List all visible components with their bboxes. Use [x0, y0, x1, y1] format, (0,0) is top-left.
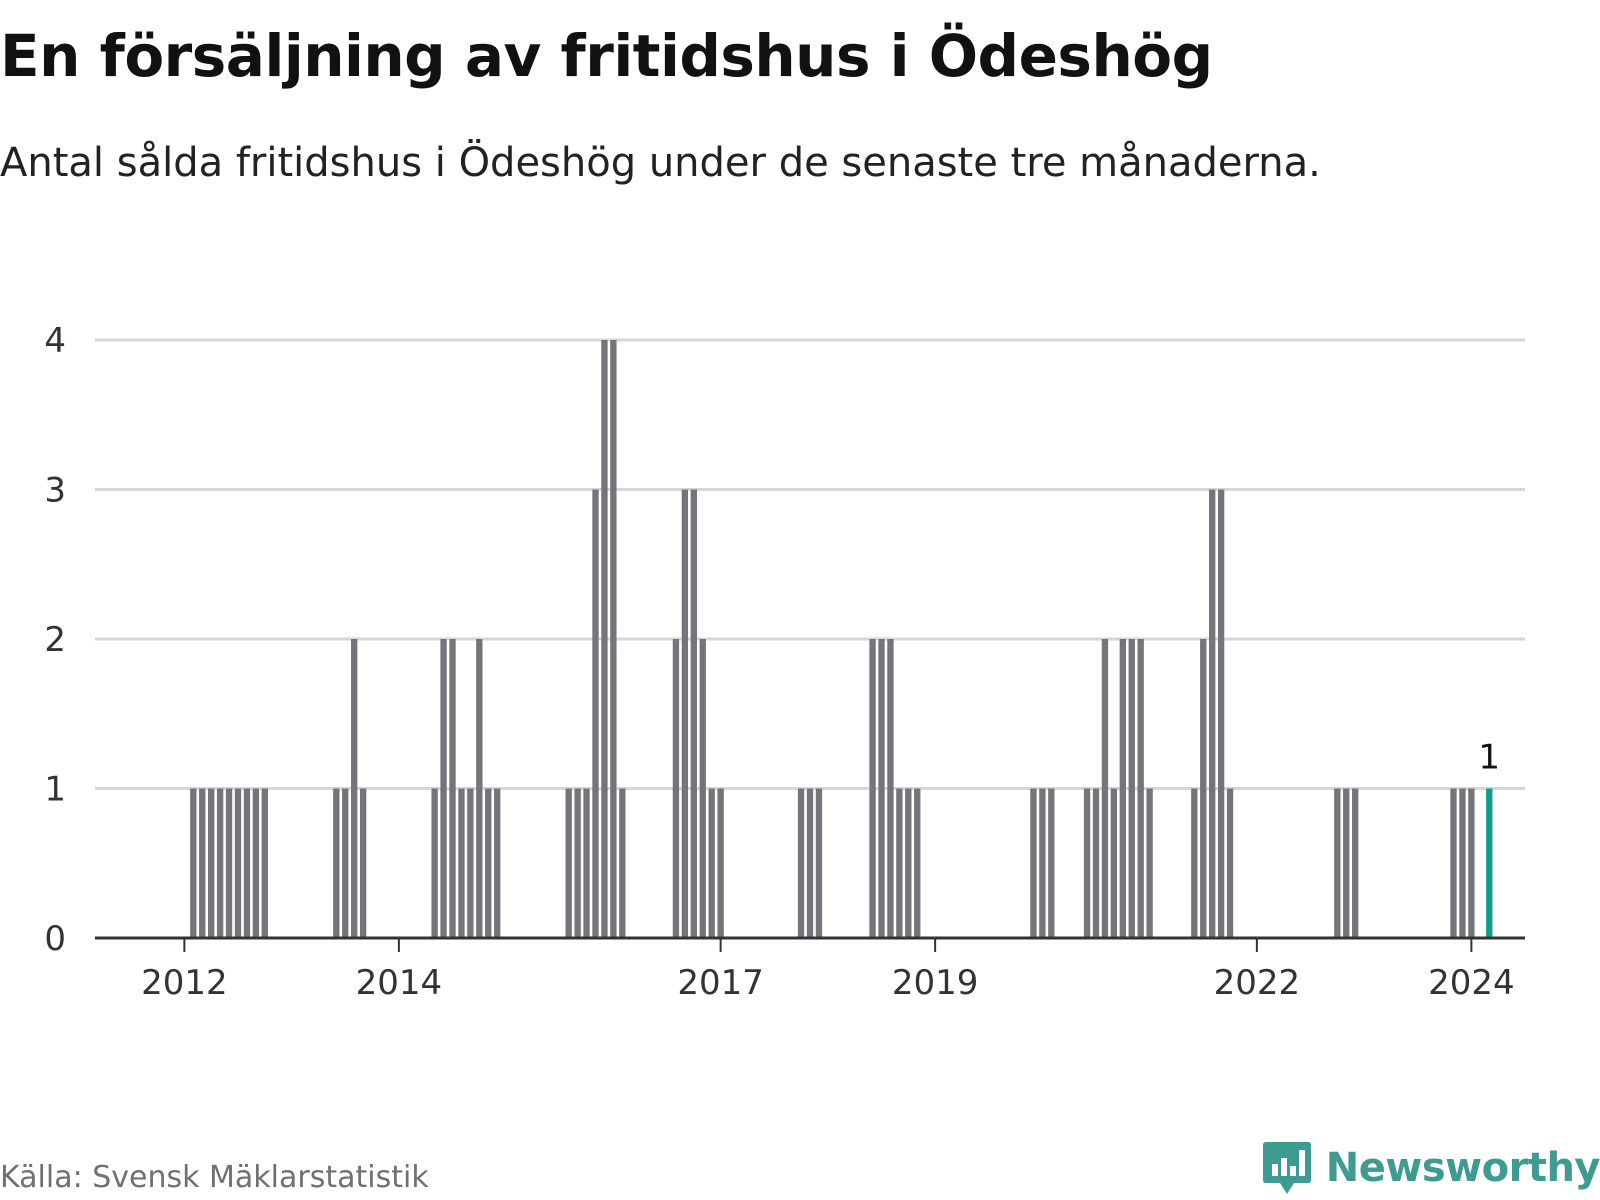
bar: [431, 788, 438, 938]
bar: [234, 788, 242, 938]
bar: [208, 788, 215, 938]
x-tick-label: 2012: [141, 963, 228, 1003]
bar: [583, 788, 590, 938]
bar: [592, 489, 599, 938]
chart-subtitle: Antal sålda fritidshus i Ödeshög under d…: [0, 140, 1321, 186]
x-tick-label: 2014: [356, 963, 443, 1003]
bar-highlight: [1486, 788, 1493, 938]
bar: [1200, 639, 1207, 938]
y-tick-label: 4: [44, 321, 66, 361]
source-note: Källa: Svensk Mäklarstatistik: [0, 1160, 429, 1195]
bar: [699, 639, 706, 938]
bar: [1217, 489, 1225, 938]
bar: [1343, 788, 1350, 938]
bar: [1048, 788, 1055, 938]
bar: [565, 788, 572, 938]
bar: [1137, 639, 1144, 938]
bar: [681, 489, 689, 938]
newsworthy-logo-icon: [1262, 1142, 1311, 1194]
bar: [225, 788, 233, 938]
bar: [1110, 788, 1118, 938]
bar: [1039, 788, 1046, 938]
bar: [1209, 489, 1216, 938]
bar: [467, 788, 474, 938]
chart-title: En försäljning av fritidshus i Ödeshög: [0, 22, 1213, 90]
bar: [1226, 788, 1234, 938]
bar: [485, 788, 492, 938]
bar: [440, 639, 447, 938]
bar: [1459, 788, 1466, 938]
bar: [905, 788, 912, 938]
bar: [708, 788, 715, 938]
bar: [342, 788, 349, 938]
bar: [261, 788, 268, 938]
bar: [869, 639, 876, 938]
x-axis: 2012 2014 2017 2019 2022 2024: [95, 936, 1525, 1003]
bar: [190, 788, 197, 938]
bar: [252, 788, 260, 938]
bars: [190, 340, 1493, 938]
bar: [896, 788, 903, 938]
bar: [610, 340, 617, 938]
y-tick-label: 0: [44, 919, 66, 959]
bar: [243, 788, 251, 938]
bar: [1191, 788, 1198, 938]
data-labels: 1: [1478, 738, 1500, 778]
brand-name: Newsworthy: [1325, 1145, 1600, 1191]
bar: [619, 788, 626, 938]
y-tick-label: 2: [44, 620, 66, 660]
x-tick-label: 2019: [892, 963, 979, 1003]
x-tick-label: 2022: [1214, 963, 1301, 1003]
data-label-highlight: 1: [1478, 738, 1500, 778]
bar: [797, 788, 805, 938]
bar: [449, 639, 456, 938]
bar: [199, 788, 206, 938]
bar: [815, 788, 823, 938]
bar-chart: 0 1 2 3 4 2012 2014 2017 2019 2022 2024 1: [44, 321, 1525, 1003]
bar: [690, 489, 697, 938]
bar: [1146, 788, 1153, 938]
bar: [717, 788, 724, 938]
bar: [574, 788, 581, 938]
bar: [333, 788, 340, 938]
x-tick-label: 2017: [677, 963, 764, 1003]
bar: [1352, 788, 1359, 938]
bar: [216, 788, 224, 938]
y-tick-label: 3: [44, 471, 66, 511]
bar: [351, 639, 358, 938]
y-tick-label: 1: [44, 770, 66, 810]
bar: [1101, 639, 1109, 938]
bar: [458, 788, 465, 938]
x-tick-label: 2024: [1428, 963, 1515, 1003]
bar: [1092, 788, 1100, 938]
bar: [672, 639, 680, 938]
gridlines: [95, 338, 1525, 790]
bar: [494, 788, 501, 938]
bar: [1450, 788, 1457, 938]
bar: [878, 639, 885, 938]
bar: [887, 639, 894, 938]
bar: [1468, 788, 1475, 938]
y-axis: 0 1 2 3 4: [44, 321, 66, 959]
bar: [1083, 788, 1091, 938]
bar: [1119, 639, 1126, 938]
bar: [476, 639, 483, 938]
bar: [914, 788, 921, 938]
bar: [359, 788, 367, 938]
bar: [1334, 788, 1341, 938]
bar: [601, 340, 608, 938]
bar: [806, 788, 814, 938]
brand-logo: Newsworthy: [1262, 1140, 1600, 1196]
bar: [1128, 639, 1135, 938]
bar: [1030, 788, 1037, 938]
